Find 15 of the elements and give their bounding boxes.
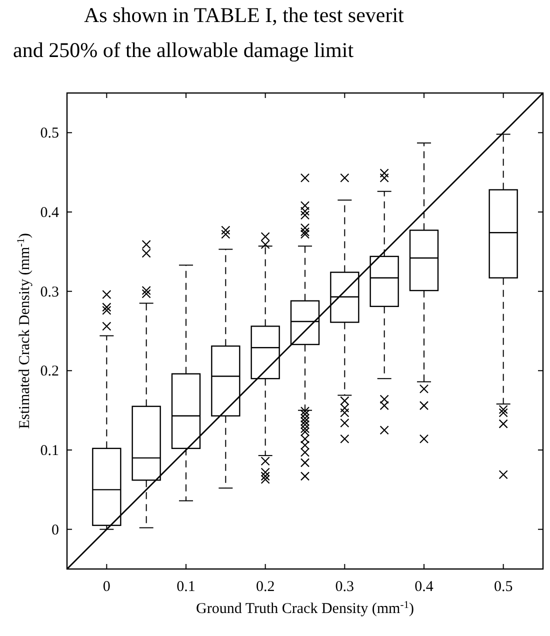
y-tick-label: 0.5 <box>40 126 59 142</box>
y-tick-label: 0.3 <box>40 284 59 300</box>
x-tick-label: 0.5 <box>494 579 513 595</box>
x-tick-label: 0 <box>102 579 110 595</box>
x-tick-label: 0.4 <box>414 579 434 595</box>
text: As shown in TABLE I, the test severit <box>84 3 404 27</box>
x-tick-label: 0.1 <box>176 579 196 595</box>
y-tick-label: 0.1 <box>40 443 59 459</box>
y-tick-label: 0.4 <box>40 205 60 221</box>
text: and 250% of the allowable damage limit <box>13 38 354 62</box>
x-tick-label: 0.2 <box>256 579 275 595</box>
x-tick-label: 0.3 <box>335 579 354 595</box>
y-tick-label: 0 <box>52 522 59 538</box>
x-axis-title: Ground Truth Crack Density (mm$^{-1}$) <box>196 600 414 617</box>
y-tick-label: 0.2 <box>40 364 59 380</box>
